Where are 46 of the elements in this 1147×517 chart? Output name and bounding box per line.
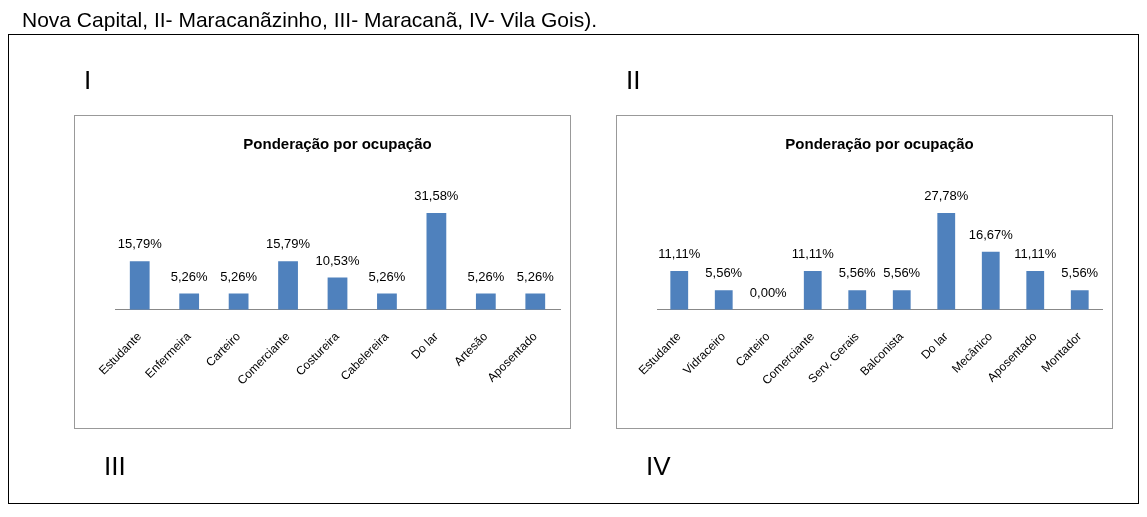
text: IV xyxy=(645,451,672,482)
data-label: 5,26% xyxy=(368,268,406,284)
data-label: 11,11% xyxy=(791,246,835,262)
bar xyxy=(937,213,956,310)
data-label: 31,58% xyxy=(414,188,459,204)
bar xyxy=(670,271,689,310)
data-label: 5,26% xyxy=(220,268,258,284)
data-label: 0,00% xyxy=(749,284,788,300)
bar xyxy=(475,293,496,310)
text: I xyxy=(83,65,93,97)
data-label: 5,56% xyxy=(883,265,921,281)
bar xyxy=(228,293,249,310)
data-label: 5,26% xyxy=(170,268,209,284)
data-label: 5,26% xyxy=(516,268,555,284)
bar xyxy=(525,293,546,310)
text: II xyxy=(625,65,642,97)
data-label: 5,26% xyxy=(467,268,505,284)
data-label: 11,11% xyxy=(658,246,701,262)
bar xyxy=(803,271,822,310)
bar xyxy=(714,290,733,310)
data-label: 16,67% xyxy=(968,226,1014,242)
bar xyxy=(848,290,867,310)
bar xyxy=(179,293,200,310)
text: III xyxy=(103,451,127,482)
text: Nova Capital, II- Maracanãzinho, III- Maracanã, IV- Vila Gois). xyxy=(22,8,598,31)
data-label: 5,56% xyxy=(1061,265,1099,281)
data-label: 10,53% xyxy=(315,252,360,268)
bar xyxy=(892,290,911,310)
data-label: 5,56% xyxy=(838,265,877,281)
bar xyxy=(278,261,298,310)
data-label: 5,56% xyxy=(705,265,743,281)
data-label: 27,78% xyxy=(924,188,969,204)
bar xyxy=(129,261,150,310)
bar xyxy=(981,251,1000,310)
bar xyxy=(377,293,397,310)
data-label: 15,79% xyxy=(117,236,163,252)
bar xyxy=(327,277,348,310)
chart-title: Ponderação por ocupação xyxy=(785,135,974,153)
bar xyxy=(1070,290,1089,310)
data-label: 11,11% xyxy=(1014,246,1057,262)
data-label: 15,79% xyxy=(266,236,311,252)
bar xyxy=(1026,271,1045,310)
chart-title: Ponderação por ocupação xyxy=(243,135,432,153)
x-tick-label: Do lar xyxy=(918,329,951,362)
x-tick-label: Do lar xyxy=(408,329,441,362)
bar xyxy=(426,213,447,310)
